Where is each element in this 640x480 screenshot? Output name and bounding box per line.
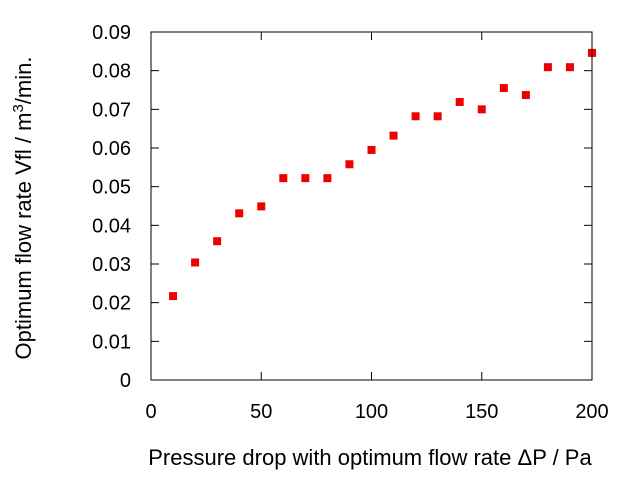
y-axis-label-tail: /min. xyxy=(11,57,36,105)
data-point xyxy=(345,160,354,169)
x-tick-label: 150 xyxy=(465,401,498,423)
data-point xyxy=(367,145,376,154)
data-point xyxy=(279,174,288,183)
data-point xyxy=(213,237,222,246)
data-point xyxy=(499,84,508,93)
data-points xyxy=(169,48,596,301)
data-point xyxy=(521,91,530,100)
data-point xyxy=(301,174,310,183)
x-axis-label: Pressure drop with optimum flow rate ΔP … xyxy=(148,445,592,470)
data-point xyxy=(191,258,200,267)
data-point xyxy=(565,63,574,72)
y-tick-label: 0.07 xyxy=(92,99,131,121)
data-point xyxy=(455,97,464,106)
y-tick-label: 0.06 xyxy=(92,138,131,160)
data-point xyxy=(235,209,244,218)
y-tick-label: 0.09 xyxy=(92,22,131,44)
x-tick-label: 100 xyxy=(355,401,388,423)
data-point xyxy=(323,174,332,183)
y-tick-label: 0.05 xyxy=(92,177,131,199)
axis-ticks xyxy=(150,31,593,381)
y-axis-label-main: Optimum flow rate Vfl / m xyxy=(11,113,36,360)
y-axis-label-sup: 3 xyxy=(10,104,27,112)
y-tick-label: 0.03 xyxy=(92,254,131,276)
y-tick-label: 0.04 xyxy=(92,215,131,237)
data-point xyxy=(169,292,178,301)
data-point xyxy=(477,105,486,114)
data-point xyxy=(543,63,552,72)
data-point xyxy=(433,112,442,121)
y-tick-label: 0 xyxy=(120,370,131,392)
y-tick-label: 0.01 xyxy=(92,331,131,353)
data-point xyxy=(257,202,266,211)
y-tick-labels: 0 0.01 0.02 0.03 0.04 0.05 0.06 0.07 0.08 0.09 xyxy=(92,22,131,392)
y-axis-label: Optimum flow rate Vfl / m3/min. xyxy=(10,57,37,360)
y-tick-label: 0.08 xyxy=(92,61,131,83)
plot-frame xyxy=(150,31,593,381)
x-tick-label: 0 xyxy=(145,401,156,423)
y-tick-label: 0.02 xyxy=(92,293,131,315)
x-tick-labels: 0 50 100 150 200 xyxy=(145,401,608,423)
data-point xyxy=(389,131,398,140)
data-point xyxy=(411,112,420,121)
x-tick-label: 50 xyxy=(250,401,272,423)
x-tick-label: 200 xyxy=(575,401,608,423)
